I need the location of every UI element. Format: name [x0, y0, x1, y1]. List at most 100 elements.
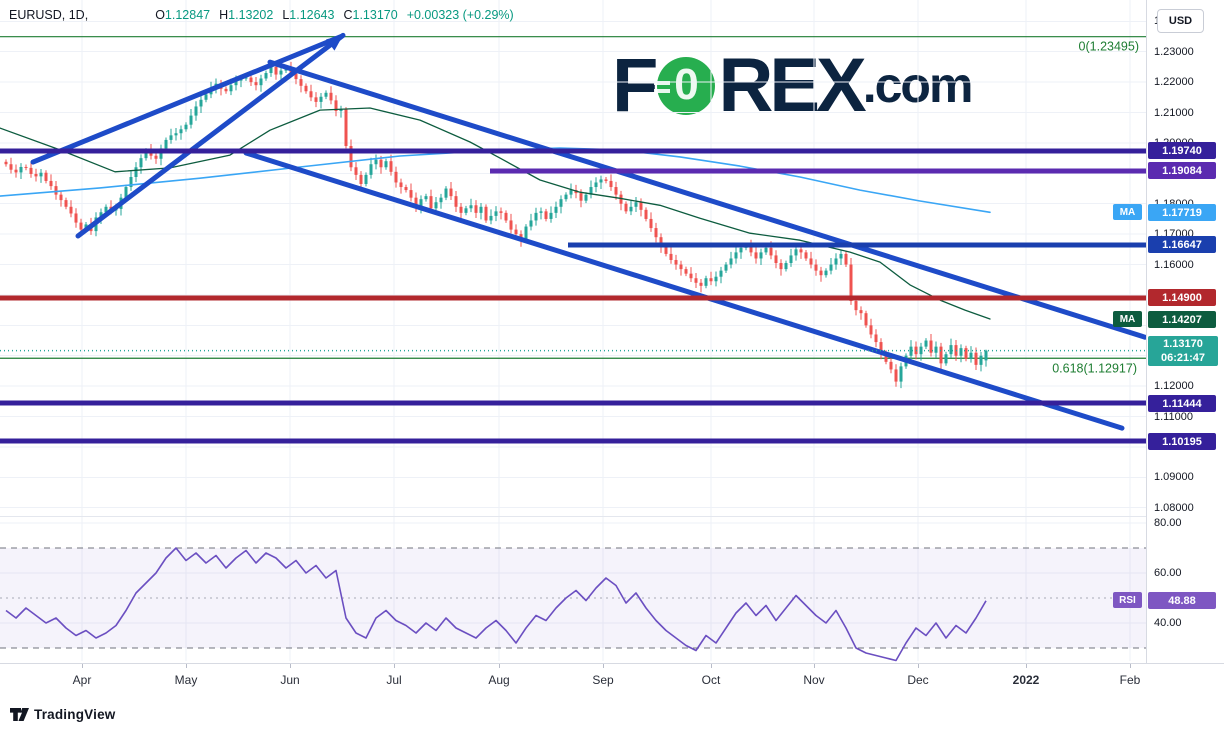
- trend-arrow-icon: [326, 35, 343, 51]
- candle-body: [374, 159, 378, 165]
- candle-body: [569, 190, 573, 195]
- time-tick: [82, 664, 83, 668]
- candle-body: [684, 269, 688, 274]
- candle-body: [694, 278, 698, 283]
- candle-body: [459, 206, 463, 213]
- trend-line[interactable]: [75, 32, 346, 239]
- time-tick: [1130, 664, 1131, 668]
- candle-body: [339, 109, 343, 112]
- candle-body: [814, 264, 818, 271]
- candle-body: [474, 205, 478, 213]
- candle-body: [534, 212, 538, 221]
- candle-body: [124, 187, 128, 198]
- time-axis-label: Nov: [803, 673, 825, 687]
- candle-body: [604, 179, 608, 181]
- high-key: H: [219, 8, 229, 22]
- candle-body: [979, 355, 983, 365]
- candle-body: [189, 115, 193, 125]
- symbol-title[interactable]: EURUSD, 1D,: [9, 8, 89, 22]
- candle-body: [294, 73, 298, 80]
- candle-body: [64, 200, 68, 207]
- trend-line[interactable]: [267, 59, 1146, 340]
- rsi-chip: RSI: [1113, 592, 1142, 608]
- time-axis-label: 2022: [1012, 673, 1040, 687]
- candle-body: [689, 273, 693, 279]
- candle-body: [869, 325, 873, 335]
- candle-body: [804, 252, 808, 259]
- candle-body: [54, 186, 58, 195]
- candle-body: [4, 161, 8, 165]
- candle-body: [754, 252, 758, 259]
- candle-body: [449, 188, 453, 197]
- candle-body: [764, 247, 768, 253]
- candle-body: [839, 253, 843, 259]
- candle-body: [364, 174, 368, 184]
- current-price-value: 1.13170: [1163, 338, 1203, 350]
- time-axis-label: Sep: [592, 673, 614, 687]
- rsi-line[interactable]: [5, 547, 987, 662]
- candle-body: [34, 173, 38, 177]
- candle-body: [879, 342, 883, 353]
- time-tick: [814, 664, 815, 668]
- time-tick: [711, 664, 712, 668]
- moving-average-line[interactable]: [0, 107, 991, 320]
- candle-body: [724, 264, 728, 271]
- price-tick-label: 1.11000: [1154, 411, 1193, 423]
- price-tick-label: 1.09000: [1154, 471, 1194, 483]
- candle-body: [144, 150, 148, 159]
- candle-body: [799, 249, 803, 253]
- candle-body: [349, 145, 353, 168]
- candle-body: [864, 313, 868, 326]
- time-tick: [603, 664, 604, 668]
- candle-body: [279, 70, 283, 75]
- candle-body: [494, 211, 498, 216]
- candle-body: [79, 222, 83, 230]
- candle-body: [579, 193, 583, 201]
- trend-line[interactable]: [30, 34, 344, 165]
- candle-body: [789, 255, 793, 264]
- time-tick: [394, 664, 395, 668]
- candle-body: [784, 263, 788, 270]
- candle-body: [939, 346, 943, 364]
- candle-body: [244, 77, 248, 79]
- price-axis[interactable]: 1.240001.230001.220001.210001.200001.190…: [1113, 0, 1224, 663]
- fib-level-label: 0.618(1.12917): [1052, 361, 1137, 375]
- candle-body: [179, 129, 183, 134]
- candle-body: [769, 247, 773, 256]
- candle-body: [624, 203, 628, 212]
- candle-body: [974, 352, 978, 365]
- currency-toggle-button[interactable]: USD: [1157, 9, 1204, 33]
- ma-chip: MA: [1113, 204, 1142, 220]
- candle-body: [499, 211, 503, 213]
- candle-body: [834, 258, 838, 265]
- time-tick: [1026, 664, 1027, 668]
- price-tick-label: 1.08000: [1154, 502, 1194, 514]
- time-axis[interactable]: Apr May Jun Jul Aug Sep Oct Nov Dec 2022 Feb: [0, 663, 1224, 699]
- rsi-tick-label: 80.00: [1154, 517, 1182, 529]
- candle-body: [849, 264, 853, 302]
- candle-body: [594, 182, 598, 188]
- chart-canvas[interactable]: 0(1.23495) 0.618(1.12917): [0, 0, 1146, 663]
- price-tick-label: 1.23000: [1154, 46, 1194, 58]
- candle-body: [139, 158, 143, 168]
- candle-body: [44, 172, 48, 181]
- candle-body: [759, 252, 763, 259]
- candle-body: [554, 206, 558, 213]
- candle-body: [359, 174, 363, 184]
- candle-body: [964, 348, 968, 359]
- candle-body: [614, 187, 618, 195]
- candle-body: [404, 187, 408, 191]
- tradingview-logo[interactable]: TradingView: [10, 707, 115, 722]
- time-axis-label: Jul: [386, 673, 402, 687]
- candle-body: [884, 352, 888, 362]
- rsi-band: [0, 548, 1146, 648]
- candle-body: [329, 92, 333, 101]
- rsi-tick-label: 60.00: [1154, 567, 1182, 579]
- trend-line[interactable]: [243, 150, 1125, 431]
- tradingview-logo-icon: [10, 707, 29, 721]
- candle-body: [74, 213, 78, 223]
- candle-body: [319, 96, 323, 102]
- ohlc-header: EURUSD, 1D, O1.12847 H1.13202 L1.12643 C1.13…: [9, 8, 514, 22]
- rsi-value-label: 48.88: [1148, 592, 1216, 609]
